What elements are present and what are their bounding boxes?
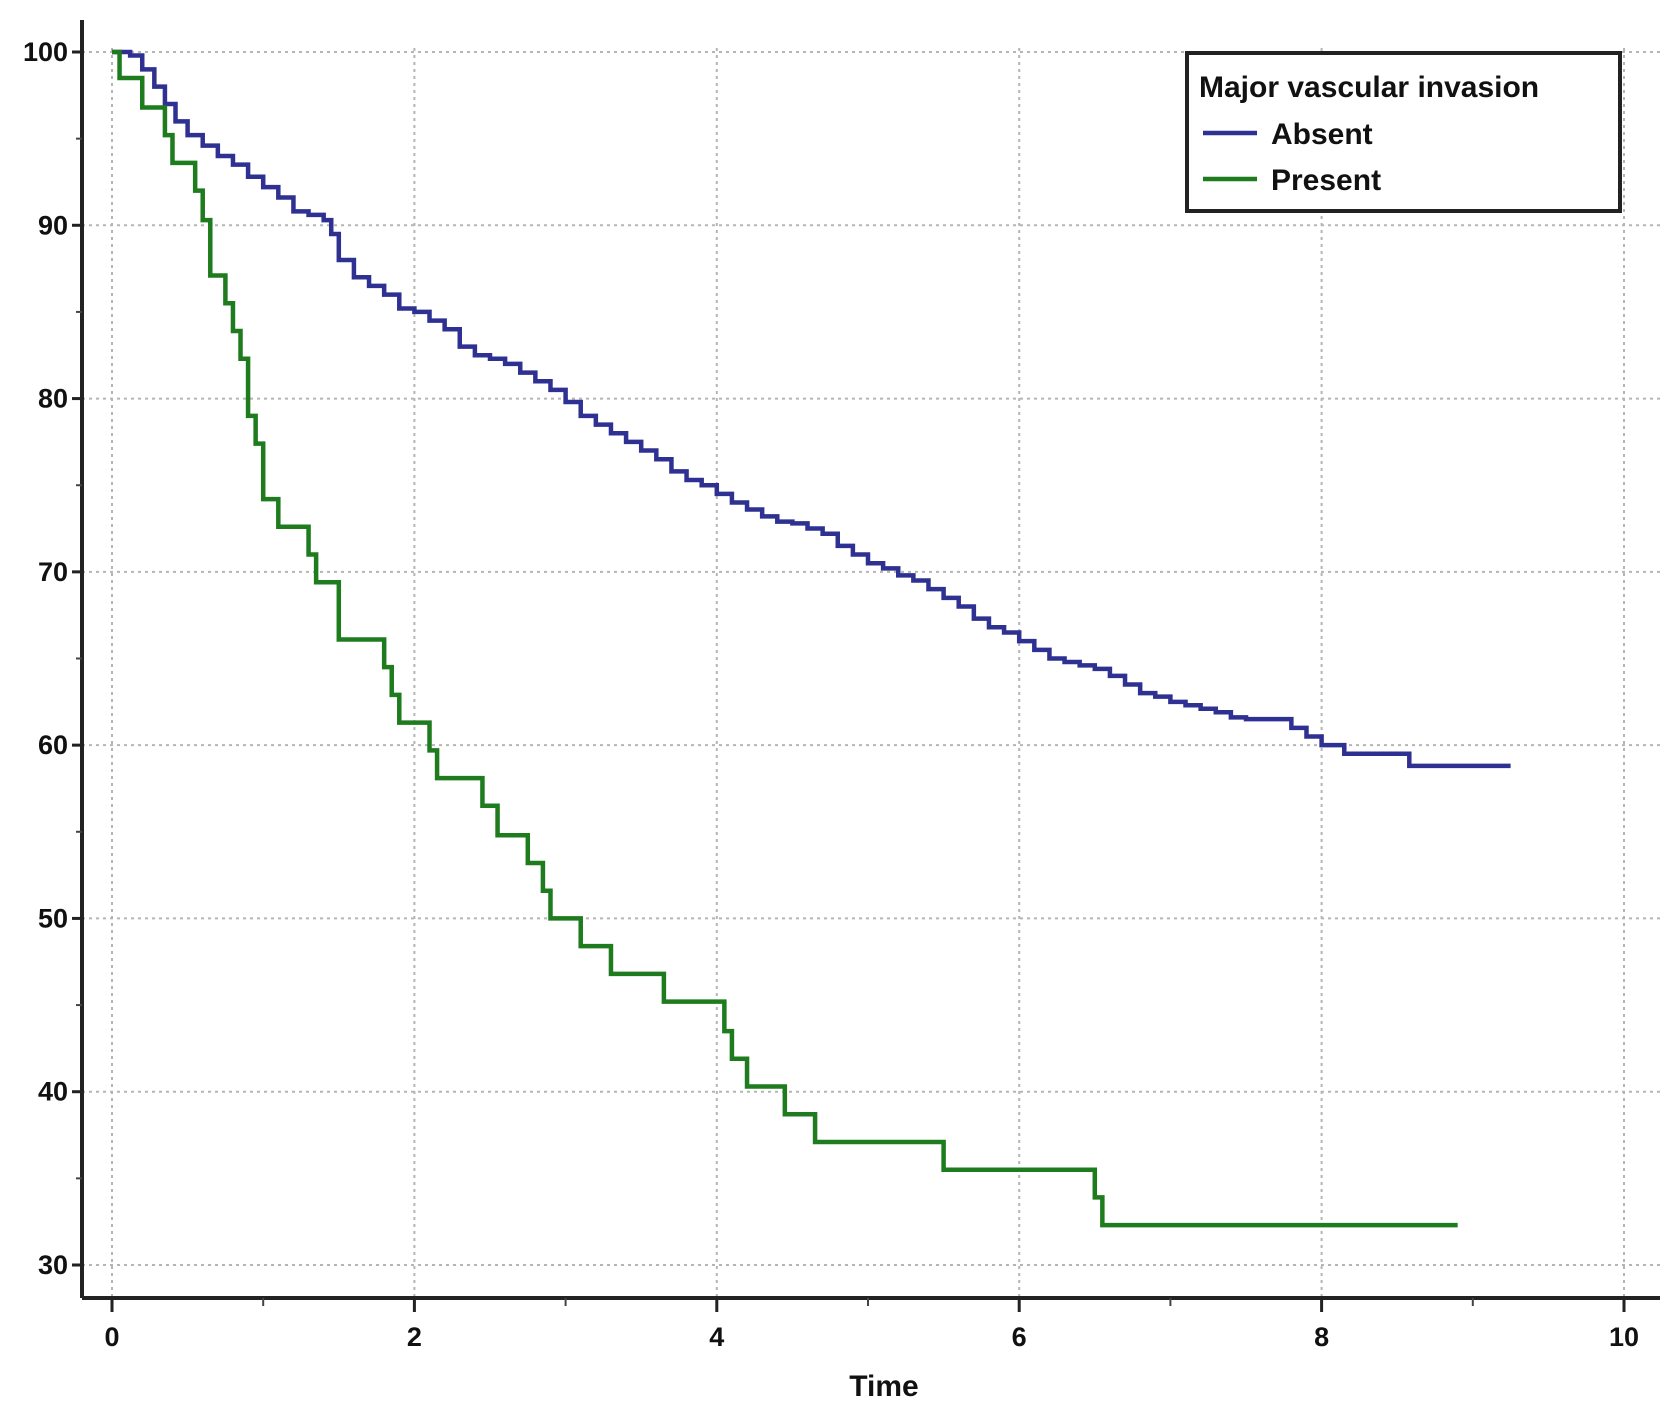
axes [72, 20, 1660, 1312]
legend-box [1185, 51, 1622, 213]
x-tick-label: 6 [1012, 1322, 1027, 1352]
series-line-present [112, 49, 1458, 1228]
x-tick-label: 2 [407, 1322, 422, 1352]
x-tick-label: 8 [1314, 1322, 1329, 1352]
x-tick-label: 4 [709, 1322, 724, 1352]
series-layer [112, 49, 1511, 1228]
grid [82, 48, 1660, 1298]
y-tick-label: 100 [23, 37, 68, 67]
legend-title: Major vascular invasion [1199, 71, 1539, 104]
y-tick-label: 90 [38, 210, 68, 240]
legend-label-present: Present [1271, 164, 1381, 197]
series-line-absent [112, 49, 1511, 769]
y-tick-label: 50 [38, 903, 68, 933]
y-tick-label: 40 [38, 1077, 68, 1107]
tick-labels: 30 40 50 60 70 80 90 100 0 2 4 6 8 10 [23, 37, 1639, 1352]
y-tick-label: 70 [38, 557, 68, 587]
legend: Major vascular invasion Absent Present [1185, 51, 1622, 213]
x-tick-label: 0 [104, 1322, 119, 1352]
x-tick-label: 10 [1609, 1322, 1639, 1352]
y-tick-label: 60 [38, 730, 68, 760]
x-axis-title: Time [849, 1370, 918, 1403]
y-tick-label: 30 [38, 1250, 68, 1280]
y-tick-label: 80 [38, 384, 68, 414]
legend-label-absent: Absent [1271, 118, 1373, 151]
